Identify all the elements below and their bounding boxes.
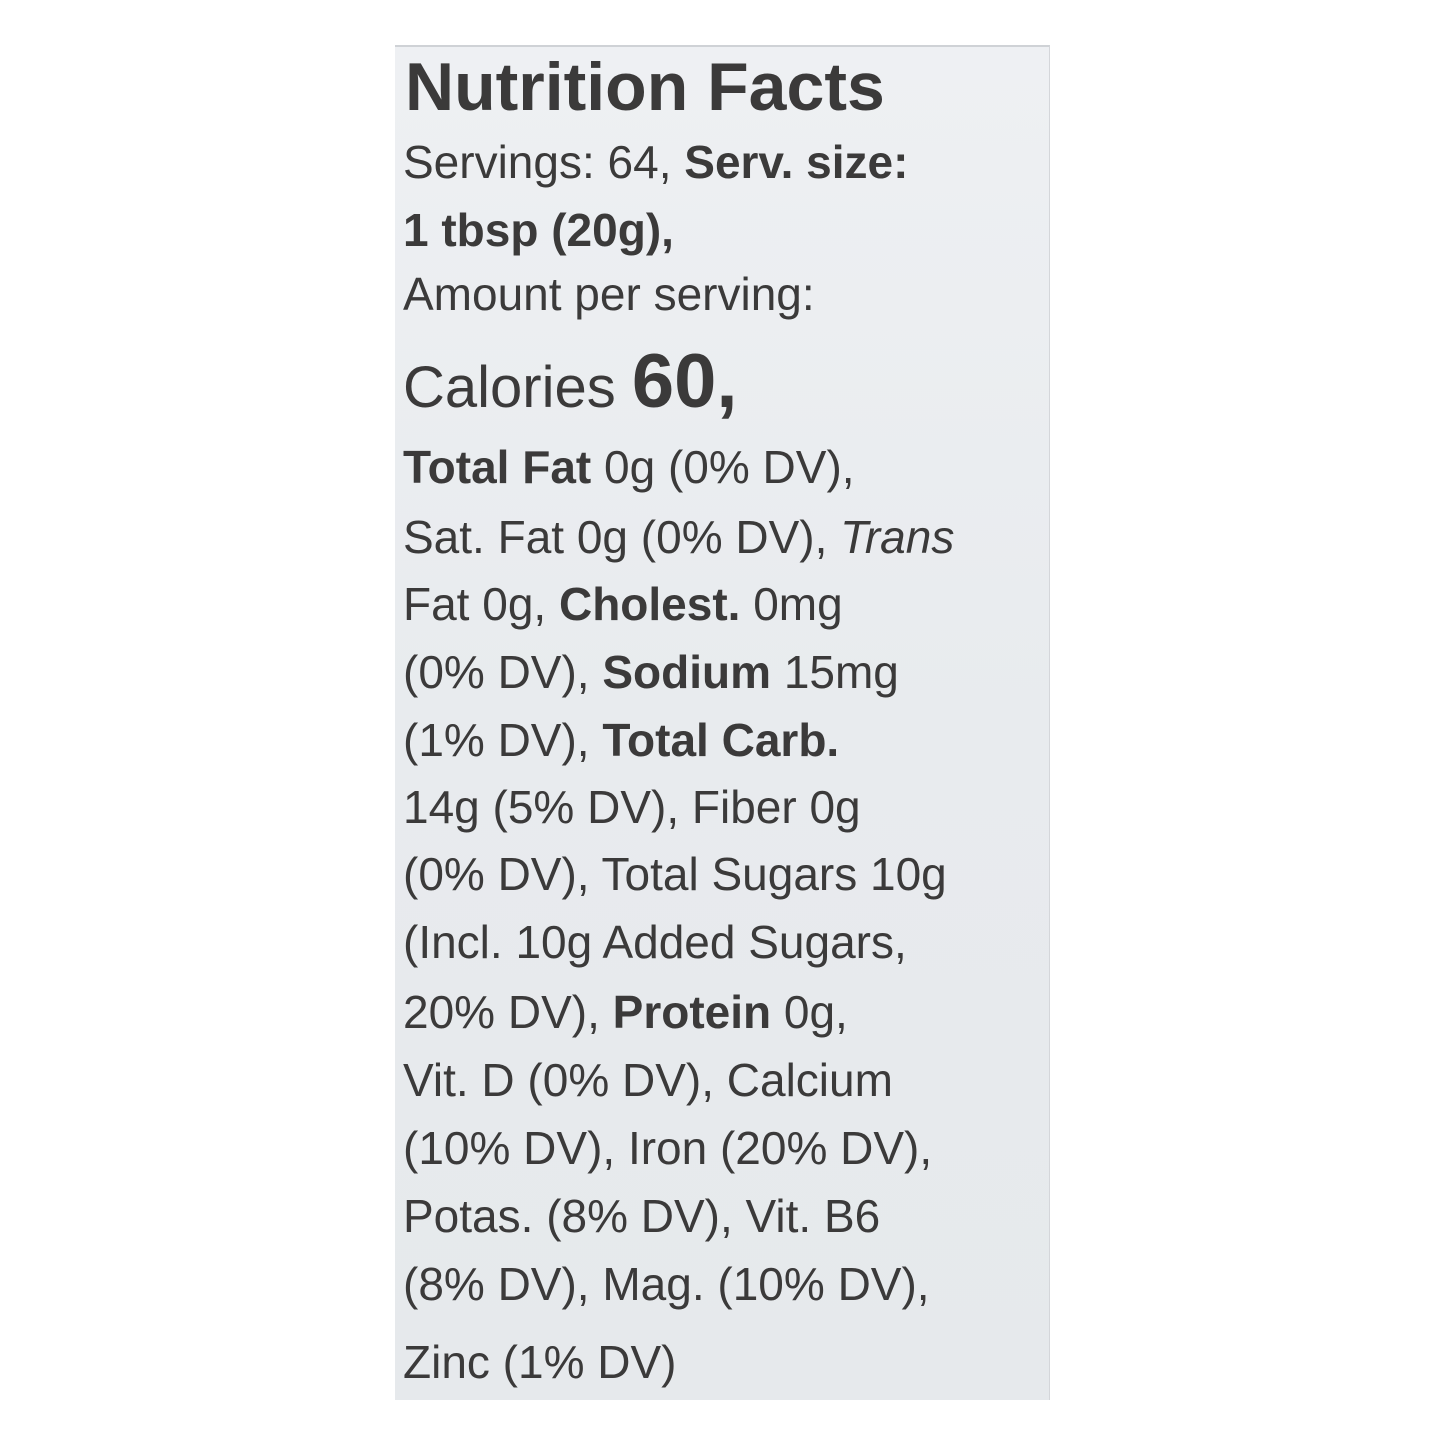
label-text: 20% DV),: [403, 986, 613, 1038]
label-text: Potas. (8% DV), Vit. B6: [403, 1190, 881, 1242]
nutrition-facts-label: Nutrition Facts Servings: 64, Serv. size:…: [395, 45, 1050, 1400]
label-text: Protein: [612, 986, 772, 1038]
label-text: (0% DV),: [403, 646, 603, 698]
label-text: 15mg: [771, 646, 899, 698]
label-text: Trans: [840, 511, 955, 563]
label-line: (Incl. 10g Added Sugars,: [403, 912, 907, 972]
label-text: Servings: 64,: [403, 136, 685, 188]
label-text: Amount per serving:: [403, 268, 815, 320]
label-line: (0% DV), Sodium 15mg: [403, 642, 899, 702]
calories-line: Calories 60,: [403, 337, 738, 427]
label-line: 14g (5% DV), Fiber 0g: [403, 777, 861, 837]
label-text: 0g,: [771, 986, 848, 1038]
label-text: 0g (0% DV),: [591, 441, 855, 493]
label-text: 0mg: [740, 578, 843, 630]
label-line: (8% DV), Mag. (10% DV),: [403, 1254, 930, 1314]
label-line: Fat 0g, Cholest. 0mg: [403, 574, 843, 634]
label-line: 20% DV), Protein 0g,: [403, 982, 848, 1042]
label-line: Total Fat 0g (0% DV),: [403, 437, 855, 497]
label-text: Calories: [403, 355, 632, 420]
label-text: Zinc (1% DV): [403, 1336, 677, 1388]
label-text: (8% DV), Mag. (10% DV),: [403, 1258, 930, 1310]
label-text: Total Fat: [403, 441, 592, 493]
label-line: Amount per serving:: [403, 264, 815, 324]
label-title: Nutrition Facts: [405, 47, 885, 127]
label-text: Fat 0g,: [403, 578, 559, 630]
label-line: Sat. Fat 0g (0% DV), Trans: [403, 507, 954, 567]
label-line: Servings: 64, Serv. size:: [403, 132, 908, 192]
label-text: Sat. Fat 0g (0% DV),: [403, 511, 841, 563]
label-text: Total Carb.: [602, 714, 840, 766]
label-line: Zinc (1% DV): [403, 1332, 676, 1392]
label-text: Cholest.: [558, 578, 741, 630]
label-line: (10% DV), Iron (20% DV),: [403, 1118, 932, 1178]
label-line: 1 tbsp (20g),: [403, 200, 674, 260]
label-text: (Incl. 10g Added Sugars,: [403, 916, 907, 968]
label-text: Serv. size:: [684, 136, 909, 188]
label-text: Vit. D (0% DV), Calcium: [403, 1054, 893, 1106]
label-text: (0% DV), Total Sugars 10g: [403, 848, 947, 900]
label-line: Vit. D (0% DV), Calcium: [403, 1050, 893, 1110]
label-text: 14g (5% DV), Fiber 0g: [403, 781, 861, 833]
label-line: Potas. (8% DV), Vit. B6: [403, 1186, 880, 1246]
label-text: 60,: [631, 339, 738, 424]
label-text: (1% DV),: [403, 714, 603, 766]
label-text: Nutrition Facts: [405, 49, 885, 125]
label-line: (1% DV), Total Carb.: [403, 710, 839, 770]
label-text: Sodium: [602, 646, 772, 698]
label-line: (0% DV), Total Sugars 10g: [403, 844, 947, 904]
label-text: 1 tbsp (20g),: [403, 204, 674, 256]
label-text: (10% DV), Iron (20% DV),: [403, 1122, 933, 1174]
